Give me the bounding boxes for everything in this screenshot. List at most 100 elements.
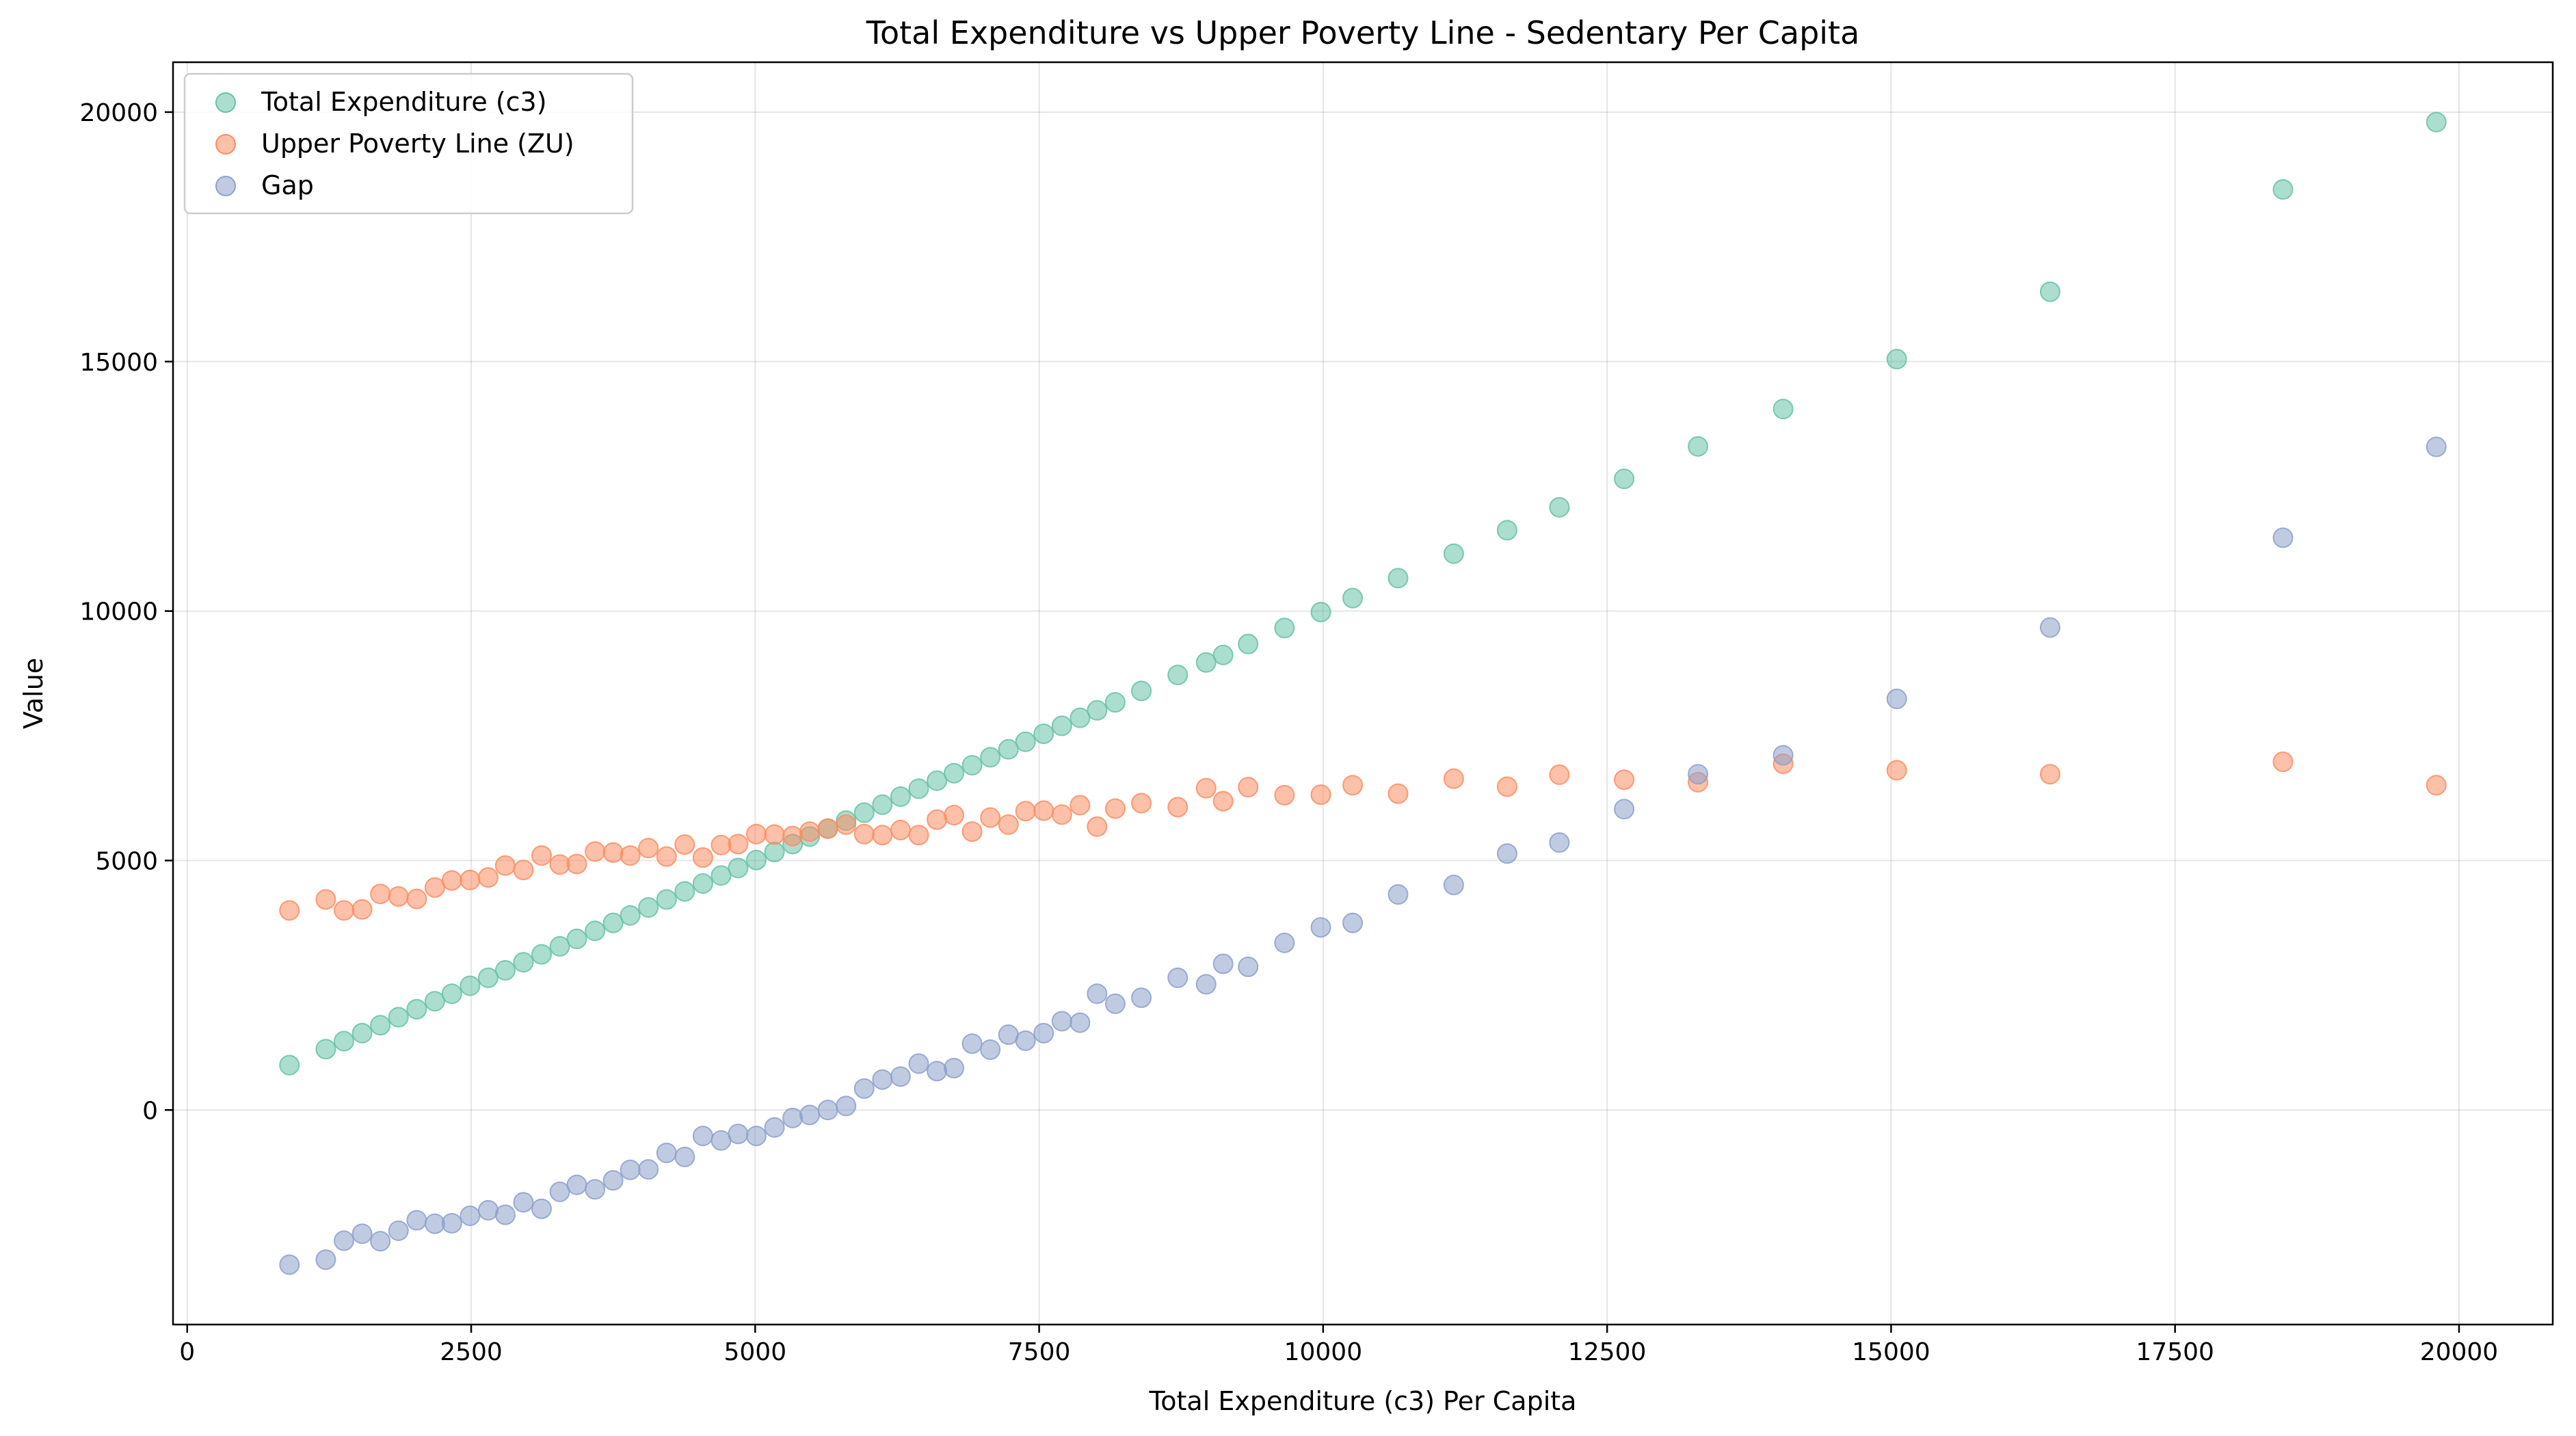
axis-ticks: 0 2500 5000 7500 10000 12500 15000 17500 20000 0 5… xyxy=(79,99,2498,1366)
legend-label-total-expenditure: Total Expenditure (c3) xyxy=(261,87,547,117)
total-expenditure-point xyxy=(1087,700,1108,721)
upper-poverty-line-point xyxy=(1195,777,1217,799)
total-expenditure-point xyxy=(315,1039,336,1060)
upper-poverty-line-point xyxy=(531,845,553,866)
total-expenditure-point xyxy=(1131,680,1152,702)
total-expenditure-point xyxy=(531,944,553,965)
upper-poverty-line-point xyxy=(656,846,677,867)
upper-poverty-line-point xyxy=(370,883,391,905)
x-tick-label: 12500 xyxy=(1568,1338,1647,1366)
gap-point xyxy=(764,1117,785,1138)
total-expenditure-point xyxy=(1614,468,1635,490)
gap-point xyxy=(1274,932,1295,953)
upper-poverty-line-point xyxy=(872,825,893,846)
upper-poverty-line-point xyxy=(424,877,445,898)
gap-point xyxy=(638,1159,659,1180)
total-expenditure-point xyxy=(1342,587,1364,609)
total-expenditure-point xyxy=(1104,692,1126,713)
total-expenditure-point xyxy=(1274,617,1295,639)
upper-poverty-line-point xyxy=(441,870,462,891)
gap-point xyxy=(1212,953,1234,974)
total-expenditure-point xyxy=(980,747,1001,768)
gap-point xyxy=(279,1254,300,1275)
upper-poverty-line-point xyxy=(494,855,516,876)
total-expenditure-point xyxy=(872,794,893,815)
upper-poverty-line-point xyxy=(477,867,499,888)
total-expenditure-point xyxy=(585,920,606,942)
upper-poverty-line-point xyxy=(836,814,857,835)
total-expenditure-point xyxy=(674,881,695,902)
upper-poverty-line-point xyxy=(1886,760,1907,781)
total-expenditure-point xyxy=(549,935,570,957)
upper-poverty-line-point xyxy=(1238,777,1259,798)
upper-poverty-line-point xyxy=(944,805,965,826)
gap-point xyxy=(961,1033,983,1054)
total-expenditure-point xyxy=(620,905,641,926)
gap-point xyxy=(1131,987,1152,1009)
total-expenditure-point xyxy=(2039,281,2060,302)
gap-point xyxy=(1015,1030,1036,1051)
gap-point xyxy=(424,1213,445,1234)
gap-point xyxy=(1238,956,1259,977)
gap-point xyxy=(1070,1012,1091,1033)
y-tick-label: 0 xyxy=(142,1097,158,1125)
gap-point xyxy=(908,1053,929,1074)
legend-marker-gap xyxy=(215,176,236,196)
total-expenditure-point xyxy=(711,865,732,886)
upper-poverty-line-point xyxy=(1443,768,1464,789)
gap-point xyxy=(602,1170,624,1191)
upper-poverty-line-point xyxy=(711,834,732,855)
upper-poverty-line-point xyxy=(585,841,606,862)
gap-point xyxy=(1342,912,1364,933)
gap-point xyxy=(513,1192,534,1213)
gap-point xyxy=(1886,689,1907,710)
plot-frame xyxy=(172,61,2554,1326)
total-expenditure-point xyxy=(1688,436,1709,457)
total-expenditure-point xyxy=(370,1015,391,1036)
gap-point xyxy=(1167,967,1189,988)
gap-point xyxy=(333,1230,354,1251)
total-expenditure-point xyxy=(333,1031,354,1052)
upper-poverty-line-point xyxy=(908,825,929,846)
total-expenditure-point xyxy=(944,762,965,784)
total-expenditure-point xyxy=(2272,179,2294,200)
total-expenditure-point xyxy=(1310,602,1331,623)
gap-point xyxy=(799,1104,821,1126)
upper-poverty-line-point xyxy=(1274,784,1295,806)
gap-point xyxy=(2272,527,2294,548)
upper-poverty-line-point xyxy=(817,818,838,839)
upper-poverty-line-point xyxy=(998,814,1019,835)
total-expenditure-point xyxy=(890,786,911,808)
total-expenditure-point xyxy=(1886,349,1907,370)
x-axis-label: Total Expenditure (c3) Per Capita xyxy=(1149,1386,1577,1416)
gap-point xyxy=(944,1057,965,1078)
total-expenditure-point xyxy=(388,1007,409,1028)
gap-point xyxy=(585,1179,606,1200)
gap-point xyxy=(315,1249,336,1271)
upper-poverty-line-point xyxy=(1614,769,1635,790)
upper-poverty-line-point xyxy=(602,842,624,863)
gap-point xyxy=(388,1220,409,1241)
total-expenditure-point xyxy=(1387,568,1409,589)
upper-poverty-line-point xyxy=(2272,751,2294,772)
upper-poverty-line-point xyxy=(890,819,911,840)
total-expenditure-point xyxy=(764,842,785,863)
upper-poverty-line-point xyxy=(927,809,948,830)
gap-point xyxy=(872,1069,893,1090)
gap-point xyxy=(1772,745,1794,766)
gap-point xyxy=(460,1205,481,1226)
gap-point xyxy=(549,1181,570,1202)
x-tick-label: 0 xyxy=(179,1338,195,1366)
upper-poverty-line-point xyxy=(799,821,821,842)
chart-title: Total Expenditure vs Upper Poverty Line … xyxy=(866,14,1860,51)
x-tick-label: 10000 xyxy=(1284,1338,1363,1366)
total-expenditure-point xyxy=(351,1022,373,1043)
total-expenditure-point xyxy=(477,967,499,988)
gap-point xyxy=(566,1174,587,1195)
gap-point xyxy=(1549,832,1570,853)
upper-poverty-line-point xyxy=(2426,775,2447,796)
gap-point xyxy=(782,1107,804,1128)
upper-poverty-line-point xyxy=(961,821,983,842)
y-tick-label: 5000 xyxy=(95,847,158,875)
upper-poverty-line-point xyxy=(2039,764,2060,785)
